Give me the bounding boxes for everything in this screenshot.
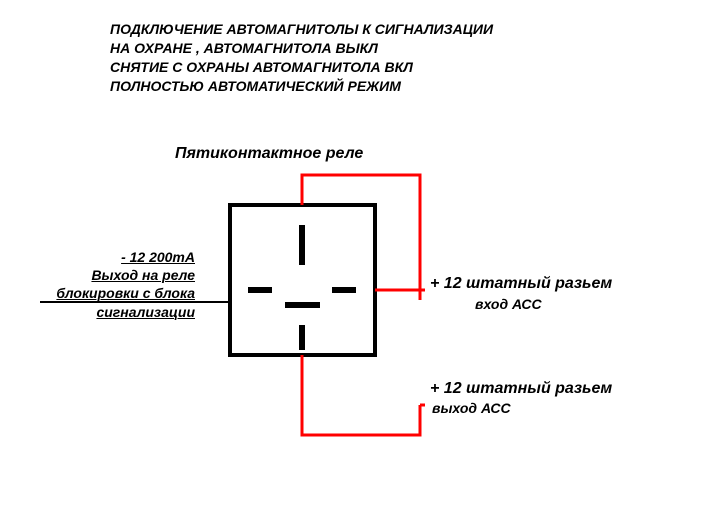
wiring-diagram bbox=[0, 0, 718, 510]
